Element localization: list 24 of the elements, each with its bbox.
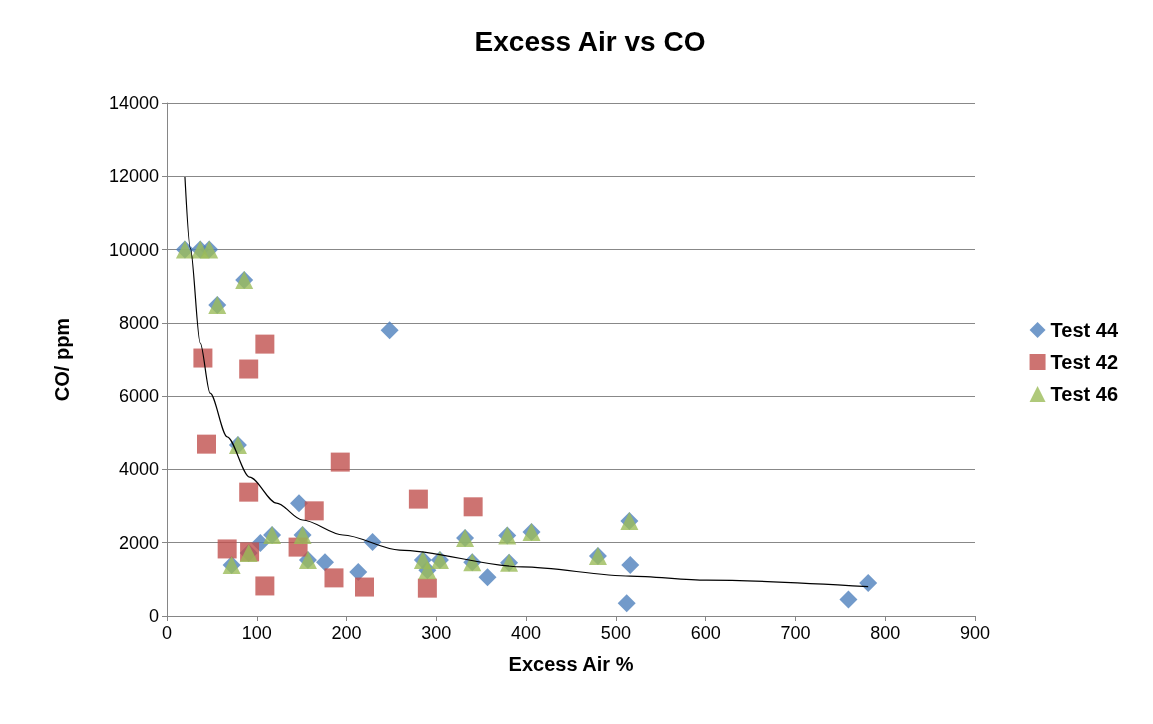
- y-tick-label: 6000: [118, 386, 159, 407]
- x-tick-label: 0: [161, 623, 173, 643]
- x-tick-label: 100: [241, 623, 272, 643]
- y-tick-label: 14000: [108, 93, 159, 113]
- x-tick-label: 700: [780, 623, 811, 643]
- chart-title: Excess Air vs CO: [474, 25, 706, 57]
- y-axis-title: CO/ ppm: [51, 317, 73, 402]
- y-tick-label: 10000: [108, 239, 159, 260]
- x-axis-title: Excess Air %: [508, 653, 634, 675]
- y-tick-label: 2000: [118, 532, 159, 553]
- x-tick-label: 500: [600, 623, 631, 643]
- y-tick-label: 12000: [108, 166, 159, 187]
- y-tick-label: 0: [148, 606, 159, 626]
- y-tick-label: 4000: [118, 459, 159, 480]
- x-tick-label: 400: [511, 623, 542, 643]
- y-tick-label: 8000: [118, 312, 159, 333]
- legend-label: Test 44: [1050, 319, 1119, 341]
- legend-label: Test 46: [1050, 383, 1119, 405]
- x-tick-label: 800: [870, 623, 901, 643]
- legend-label: Test 42: [1050, 351, 1119, 373]
- x-tick-label: 600: [690, 623, 721, 643]
- x-tick-label: 900: [959, 623, 991, 643]
- x-tick-label: 200: [331, 623, 362, 643]
- x-tick-label: 300: [421, 623, 452, 643]
